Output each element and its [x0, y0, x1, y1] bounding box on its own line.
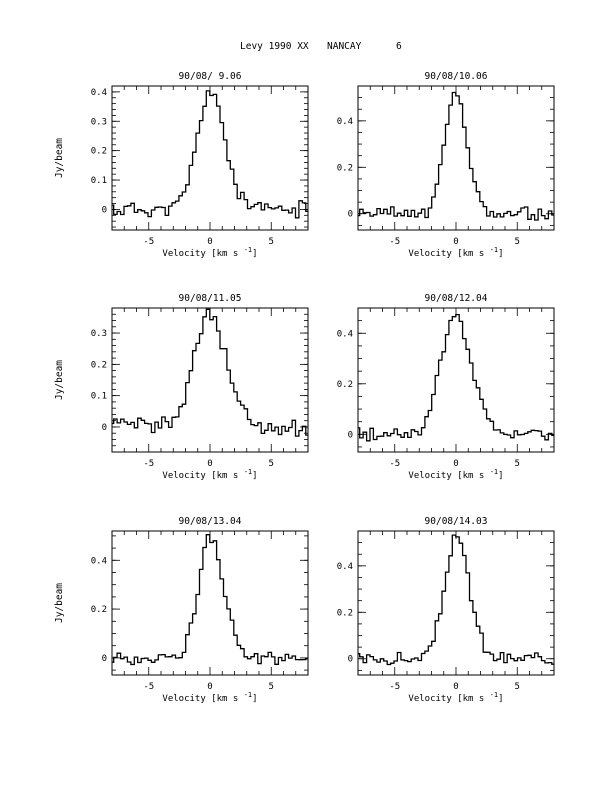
x-axis-label: Velocity [km s -1] [408, 691, 503, 704]
y-tick-label: 0.2 [337, 163, 353, 173]
x-tick-label: -5 [143, 682, 154, 692]
x-tick-label: -5 [389, 237, 400, 247]
x-tick-label: 5 [515, 682, 520, 692]
y-tick-label: 0 [348, 655, 353, 665]
x-tick-label: 0 [207, 237, 212, 247]
x-axis-label: Velocity [km s -1] [162, 468, 257, 481]
x-tick-label: 0 [453, 682, 458, 692]
x-tick-label: 0 [207, 459, 212, 469]
x-tick-label: 0 [453, 237, 458, 247]
x-tick-label: -5 [389, 682, 400, 692]
y-tick-label: 0.4 [337, 329, 353, 339]
x-tick-label: 0 [207, 682, 212, 692]
x-tick-label: 5 [269, 237, 274, 247]
x-tick-label: -5 [143, 237, 154, 247]
title-station: NANCAY [327, 41, 362, 52]
spectrum-line [358, 313, 554, 442]
y-tick-label: 0.3 [91, 329, 107, 339]
y-tick-label: 0.4 [91, 556, 107, 566]
x-tick-label: 5 [515, 237, 520, 247]
y-tick-label: 0.2 [91, 147, 107, 157]
y-tick-label: 0.2 [91, 360, 107, 370]
y-tick-label: 0.2 [337, 608, 353, 618]
spectrum-line [358, 534, 554, 666]
panel-title: 90/08/14.03 [425, 516, 488, 527]
y-tick-label: 0 [348, 430, 353, 440]
y-tick-label: 0 [102, 654, 107, 664]
figure-title: Levy 1990 XX NANCAY 6 [240, 41, 402, 52]
panel-title: 90/08/ 9.06 [179, 71, 242, 82]
spectrum-line [112, 308, 308, 437]
spectrum-panel-2: -5 0 5 0 0.2 0.4 90/08/10.06 Velocity [km s -1] [337, 71, 555, 259]
x-tick-label: 5 [269, 682, 274, 692]
y-tick-label: 0.4 [337, 562, 353, 572]
x-axis-label: Velocity [km s -1] [408, 246, 503, 259]
y-tick-label: 0.2 [91, 605, 107, 615]
spectrum-line [112, 534, 308, 666]
x-tick-label: 5 [515, 459, 520, 469]
spectrum-panel-4: -5 0 5 0 0.2 0.4 90/08/12.04 Velocity [km s -1] [337, 293, 555, 481]
x-axis-label: Velocity [km s -1] [408, 468, 503, 481]
x-axis-label: Velocity [km s -1] [162, 246, 257, 259]
panel-title: 90/08/10.06 [425, 71, 488, 82]
x-tick-label: -5 [143, 459, 154, 469]
y-axis-label: Jy/beam [54, 138, 65, 178]
plot-frame [357, 530, 555, 676]
spectrum-panel-3: -5 0 5 0 0.1 0.2 0.3 90/08/11.05 Velocity [km s … [54, 293, 309, 481]
panel-title: 90/08/12.04 [425, 293, 488, 304]
y-axis-label: Jy/beam [54, 360, 65, 400]
plot-frame [111, 530, 309, 676]
spectrum-panel-6: -5 0 5 0 0.2 0.4 90/08/14.03 Velocity [km s -1] [337, 516, 555, 704]
title-object: Levy 1990 XX [240, 41, 309, 52]
title-page-number: 6 [396, 41, 402, 52]
x-axis-label: Velocity [km s -1] [162, 691, 257, 704]
y-tick-label: 0.2 [337, 380, 353, 390]
x-tick-label: -5 [389, 459, 400, 469]
panel-title: 90/08/13.04 [179, 516, 242, 527]
y-tick-label: 0 [102, 205, 107, 215]
spectrum-panel-1: -5 0 5 0 0.1 0.2 0.3 0.4 90/08/ 9.06 Velocity [km… [54, 71, 309, 259]
y-tick-label: 0.4 [91, 88, 107, 98]
x-tick-label: 0 [453, 459, 458, 469]
spectra-panels: -5 0 5 0 0.1 0.2 0.3 0.4 90/08/ 9.06 Velocity [km… [54, 71, 555, 704]
plot-frame [357, 307, 555, 453]
spectrum-panel-5: -5 0 5 0 0.2 0.4 90/08/13.04 Velocity [km s -1]… [54, 516, 309, 704]
y-tick-label: 0.3 [91, 117, 107, 127]
y-tick-label: 0 [348, 210, 353, 220]
y-tick-label: 0.4 [337, 117, 353, 127]
y-axis-label: Jy/beam [54, 583, 65, 623]
spectrum-line [358, 91, 554, 221]
panel-title: 90/08/11.05 [179, 293, 242, 304]
spectrum-line [112, 90, 308, 219]
y-tick-label: 0.1 [91, 176, 107, 186]
y-tick-label: 0.1 [91, 392, 107, 402]
x-tick-label: 5 [269, 459, 274, 469]
y-tick-label: 0 [102, 423, 107, 433]
